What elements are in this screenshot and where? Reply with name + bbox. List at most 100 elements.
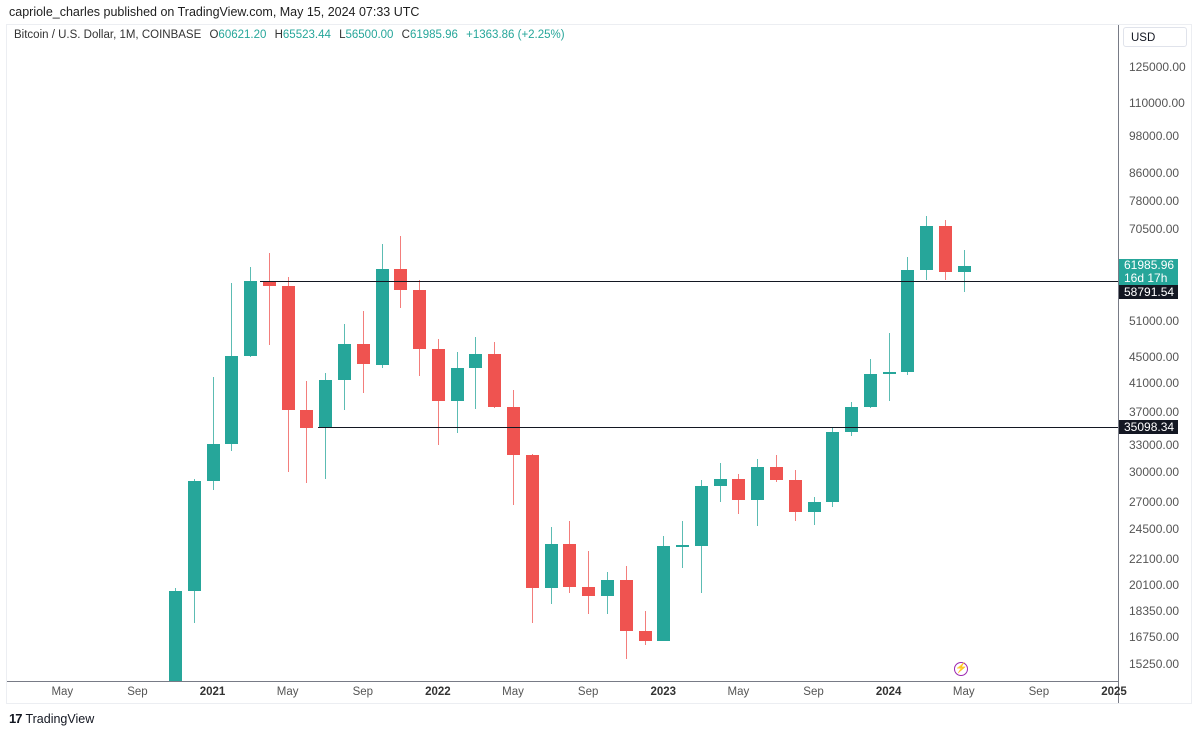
candle-wick xyxy=(644,610,646,645)
candle-body xyxy=(394,269,408,290)
candle-body xyxy=(375,269,389,365)
chart-frame xyxy=(6,24,1192,704)
published-attribution: capriole_charles published on TradingVie… xyxy=(9,5,420,19)
candle-wick xyxy=(475,337,477,409)
candle-body xyxy=(525,455,539,589)
price-tick: 98000.00 xyxy=(1129,129,1180,144)
last-price-badge: 61985.96 16d 17h xyxy=(1119,257,1179,285)
candle-body xyxy=(957,265,971,273)
low-value: 56500.00 xyxy=(345,29,394,41)
candle-body xyxy=(262,280,276,287)
change-value: +1363.86 (+2.25%) xyxy=(466,29,565,41)
candlestick-plot-area[interactable] xyxy=(7,25,1118,682)
candle-body xyxy=(694,486,708,547)
time-label-month: May xyxy=(51,686,74,698)
candle-body xyxy=(169,591,182,682)
candle-body xyxy=(319,379,333,429)
price-tick: 125000.00 xyxy=(1129,60,1186,74)
candle-body xyxy=(225,355,239,444)
time-label-month: May xyxy=(276,686,299,698)
candle-body xyxy=(563,543,577,587)
time-label-year: 2022 xyxy=(425,686,451,698)
lightning-icon[interactable]: ⚡ xyxy=(954,662,968,676)
high-label: H xyxy=(274,29,283,41)
candle-wick xyxy=(268,253,270,345)
candle-wick xyxy=(888,332,890,402)
symbol-legend: Bitcoin / U.S. Dollar, 1M, COINBASE O606… xyxy=(14,29,565,41)
candle-body xyxy=(544,543,558,589)
time-label-month: May xyxy=(952,686,975,698)
price-tick: 70500.00 xyxy=(1129,222,1180,237)
time-label-year: 2025 xyxy=(1101,686,1127,698)
candle-body xyxy=(863,374,877,408)
time-label-month: Sep xyxy=(803,686,824,698)
price-tick: 86000.00 xyxy=(1129,166,1180,181)
low-label: L xyxy=(339,29,346,41)
candle-body xyxy=(769,467,783,480)
symbol-name: Bitcoin / U.S. Dollar, 1M, COINBASE xyxy=(14,29,202,41)
line-upper-price-badge: 58791.54 xyxy=(1119,284,1179,299)
high-value: 65523.44 xyxy=(282,29,331,41)
close-value: 61985.96 xyxy=(409,29,458,41)
candle-body xyxy=(450,368,464,402)
candle-body xyxy=(920,226,934,271)
horizontal-line-upper[interactable] xyxy=(260,280,1118,282)
price-tick: 51000.00 xyxy=(1129,314,1180,329)
candle-body xyxy=(713,478,727,487)
price-tick: 22100.00 xyxy=(1129,551,1180,566)
candle-body xyxy=(882,372,896,375)
candle-wick xyxy=(306,381,308,484)
candle-body xyxy=(469,353,483,369)
time-label-month: May xyxy=(502,686,524,698)
price-tick: 27000.00 xyxy=(1129,494,1180,509)
candle-body xyxy=(807,501,821,513)
price-tick: 30000.00 xyxy=(1129,464,1180,479)
open-value: 60621.20 xyxy=(218,29,267,41)
candle-body xyxy=(938,226,952,273)
candle-body xyxy=(413,289,427,350)
candle-wick xyxy=(212,377,214,491)
time-label-month: Sep xyxy=(127,686,148,698)
currency-button[interactable]: USD xyxy=(1123,27,1187,47)
candle-body xyxy=(619,579,633,632)
close-label: C xyxy=(401,29,410,41)
bar-countdown: 16d 17h xyxy=(1124,270,1168,285)
time-label-month: Sep xyxy=(352,686,374,698)
price-tick: 78000.00 xyxy=(1129,193,1180,208)
horizontal-line-lower[interactable] xyxy=(318,427,1118,429)
candle-body xyxy=(300,410,314,429)
price-tick: 16750.00 xyxy=(1129,630,1180,645)
time-label-year: 2023 xyxy=(650,686,677,698)
price-tick: 45000.00 xyxy=(1129,349,1180,364)
time-label-month: Sep xyxy=(577,686,599,698)
candle-body xyxy=(244,280,258,356)
candle-body xyxy=(507,407,521,456)
candle-body xyxy=(788,479,802,513)
candle-body xyxy=(732,478,746,500)
price-axis[interactable]: 125000.00 110000.00 98000.00 86000.00 78000.… xyxy=(1118,25,1193,703)
time-label-year: 2021 xyxy=(199,686,226,698)
candle-body xyxy=(338,343,352,380)
candle-body xyxy=(356,343,370,365)
price-tick: 20100.00 xyxy=(1129,578,1180,593)
candle-body xyxy=(187,481,201,592)
candle-body xyxy=(600,579,614,596)
candle-body xyxy=(431,349,445,402)
candle-wick xyxy=(588,550,590,614)
tradingview-logo-icon: 17 xyxy=(9,711,23,726)
candle-body xyxy=(901,270,915,373)
price-tick: 15250.00 xyxy=(1129,656,1180,671)
candle-body xyxy=(582,586,596,596)
candle-body xyxy=(845,407,859,433)
time-label-month: May xyxy=(727,686,750,698)
time-axis[interactable]: May Sep 2021 May Sep 2022 May Sep 2023 May Sep 2024… xyxy=(7,681,1127,704)
candle-body xyxy=(281,286,295,411)
time-label-month: Sep xyxy=(1028,686,1050,698)
candle-body xyxy=(826,432,840,502)
candle-body xyxy=(657,546,671,642)
last-price-value: 61985.96 xyxy=(1124,257,1175,272)
tradingview-footer: 17 TradingView xyxy=(9,711,94,726)
candle-wick xyxy=(682,521,684,568)
price-tick: 18350.00 xyxy=(1129,604,1180,619)
candle-body xyxy=(676,545,690,547)
